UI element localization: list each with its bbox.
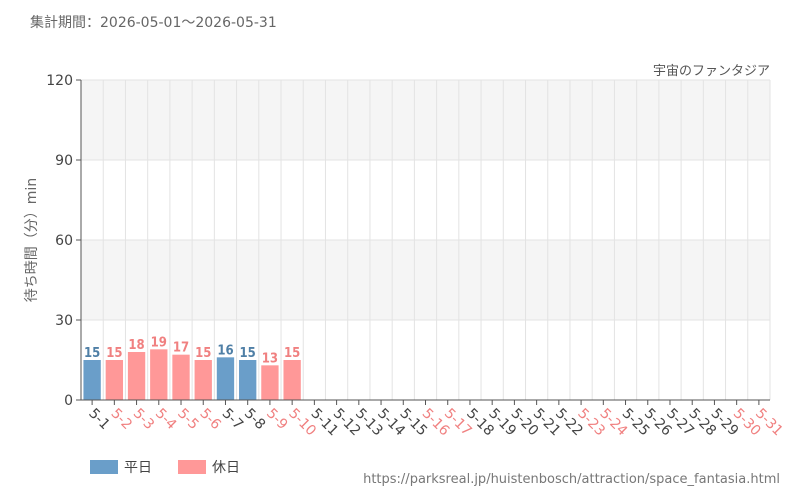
data-label-5-9: 13	[262, 351, 278, 366]
data-label-5-2: 15	[106, 346, 122, 361]
legend-item-weekday: 平日	[90, 457, 152, 477]
x-tick-label-5-7: 5-7	[219, 406, 246, 433]
bar-5-3	[127, 352, 146, 400]
legend-item-holiday: 休日	[178, 457, 240, 477]
legend-swatch-weekday	[90, 460, 118, 474]
axes	[76, 79, 770, 405]
bar-5-4	[150, 349, 168, 400]
bar-5-7	[216, 357, 235, 400]
y-tick-label: 0	[64, 393, 73, 409]
y-tick-label: 60	[55, 233, 73, 249]
x-tick-label-5-9: 5-9	[263, 406, 290, 433]
bar-5-9	[261, 365, 279, 400]
data-label-5-5: 17	[173, 341, 189, 356]
legend: 平日 休日	[90, 457, 266, 477]
plot-band	[81, 80, 770, 160]
attraction-name: 宇宙のファンタジア	[652, 64, 770, 79]
data-label-5-1: 15	[84, 346, 100, 361]
y-tick-labels: 0 30 60 90 120	[46, 73, 73, 409]
y-tick-label: 90	[55, 153, 73, 169]
bar-5-6	[194, 360, 212, 400]
grid-lines	[80, 79, 771, 401]
data-labels: 15 15 18 19 17 15 16 15 13 15	[84, 335, 300, 366]
data-label-5-7: 16	[217, 343, 233, 358]
x-tick-labels: 5-15-25-35-45-55-65-75-85-95-105-115-125…	[85, 406, 786, 440]
data-label-5-4: 19	[151, 335, 167, 350]
y-tick-label: 30	[55, 313, 73, 329]
bar-5-5	[172, 354, 190, 400]
data-label-5-10: 15	[284, 346, 300, 361]
data-label-5-3: 18	[128, 338, 144, 353]
legend-swatch-holiday	[178, 460, 206, 474]
bar-5-1	[83, 360, 101, 400]
data-label-5-6: 15	[195, 346, 211, 361]
bar-5-2	[105, 360, 124, 400]
bar-5-10	[283, 360, 301, 400]
x-tick-label-5-1: 5-1	[85, 406, 112, 433]
x-tick-label-5-6: 5-6	[196, 406, 224, 434]
x-tick-label-5-8: 5-8	[241, 406, 268, 433]
plot-band	[81, 240, 770, 320]
source-url: https://parksreal.jp/huistenbosch/attrac…	[363, 472, 780, 487]
x-tick-label-5-4: 5-4	[152, 406, 180, 434]
x-tick-label-5-3: 5-3	[130, 406, 157, 433]
y-axis-label: 待ち時間（分）min	[24, 178, 40, 302]
bars	[83, 349, 301, 400]
legend-label-holiday: 休日	[212, 460, 240, 476]
period-label: 集計期間：2026-05-01～2026-05-31	[30, 15, 277, 31]
legend-label-weekday: 平日	[124, 460, 152, 476]
y-tick-label: 120	[46, 73, 73, 89]
bar-5-8	[239, 360, 257, 400]
data-label-5-8: 15	[240, 346, 256, 361]
x-tick-label-5-2: 5-2	[108, 406, 135, 433]
x-tick-label-5-5: 5-5	[174, 406, 201, 433]
plot-bands	[81, 80, 770, 320]
